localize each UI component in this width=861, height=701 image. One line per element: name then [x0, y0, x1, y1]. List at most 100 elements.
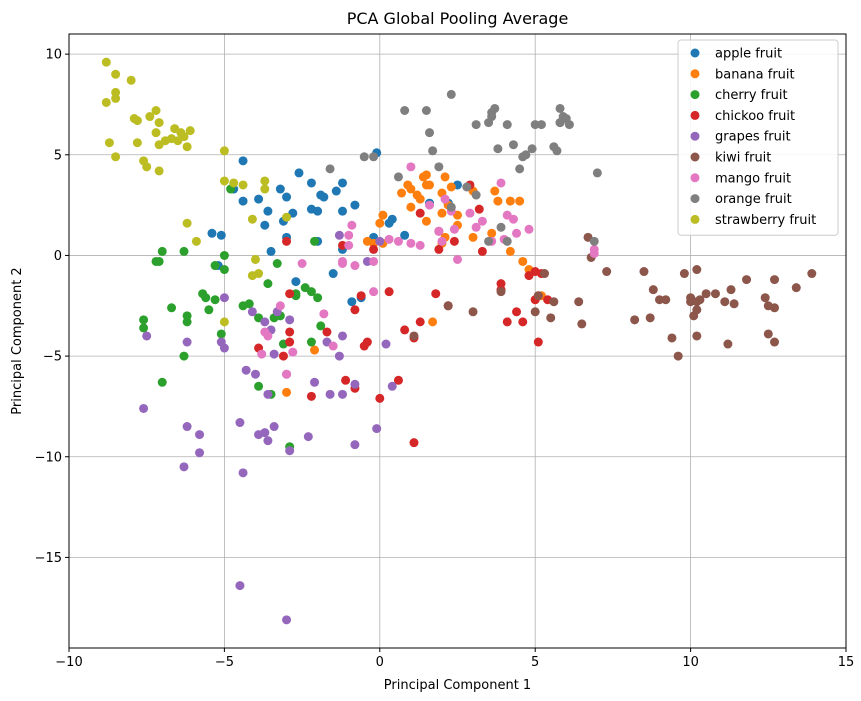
- scatter-point: [437, 208, 447, 218]
- scatter-point: [338, 178, 348, 188]
- legend-marker: [690, 110, 700, 120]
- x-tick-label: −10: [55, 655, 82, 670]
- scatter-point: [338, 206, 348, 216]
- scatter-point: [350, 440, 360, 450]
- scatter-point: [282, 615, 292, 625]
- scatter-point: [179, 132, 189, 142]
- scatter-point: [334, 230, 344, 240]
- scatter-point: [306, 178, 316, 188]
- scatter-point: [692, 265, 702, 275]
- scatter-point: [191, 236, 201, 246]
- scatter-point: [552, 146, 562, 156]
- scatter-point: [742, 275, 752, 285]
- scatter-point: [111, 152, 121, 162]
- scatter-point: [179, 351, 189, 361]
- scatter-point: [695, 295, 705, 305]
- scatter-point: [154, 256, 164, 266]
- scatter-point: [409, 438, 419, 448]
- scatter-point: [182, 317, 192, 327]
- scatter-point: [645, 313, 655, 323]
- scatter-point: [655, 295, 665, 305]
- scatter-point: [325, 389, 335, 399]
- scatter-point: [285, 337, 295, 347]
- scatter-point: [415, 317, 425, 327]
- legend-marker: [690, 90, 700, 100]
- scatter-point: [508, 214, 518, 224]
- scatter-point: [431, 289, 441, 299]
- scatter-point: [235, 418, 245, 428]
- scatter-point: [238, 156, 248, 166]
- scatter-point: [285, 289, 295, 299]
- scatter-point: [512, 228, 522, 238]
- scatter-point: [502, 236, 512, 246]
- x-tick-label: 10: [682, 655, 699, 670]
- scatter-point: [179, 462, 189, 472]
- scatter-point: [415, 240, 425, 250]
- legend-marker: [690, 173, 700, 183]
- scatter-point: [154, 166, 164, 176]
- scatter-point: [496, 178, 506, 188]
- y-tick-label: −5: [43, 350, 62, 365]
- scatter-point: [421, 180, 431, 190]
- scatter-point: [275, 184, 285, 194]
- scatter-point: [770, 275, 780, 285]
- scatter-point: [393, 236, 403, 246]
- scatter-point: [515, 164, 525, 174]
- scatter-point: [260, 327, 270, 337]
- scatter-point: [104, 138, 114, 148]
- scatter-point: [536, 120, 546, 130]
- scatter-point: [229, 178, 239, 188]
- scatter-point: [549, 297, 559, 307]
- scatter-point: [387, 214, 397, 224]
- axis-ticks: −10 −5 0 5 10 15 −15 −10 −5 0 5 10: [35, 48, 855, 670]
- scatter-point: [142, 331, 152, 341]
- scatter-point: [306, 287, 316, 297]
- scatter-point: [372, 424, 382, 434]
- scatter-point: [195, 430, 205, 440]
- scatter-point: [384, 287, 394, 297]
- scatter-point: [369, 244, 379, 254]
- scatter-point: [686, 297, 696, 307]
- scatter-point: [139, 403, 149, 413]
- scatter-point: [375, 236, 385, 246]
- scatter-point: [639, 267, 649, 277]
- scatter-point: [350, 305, 360, 315]
- scatter-point: [393, 375, 403, 385]
- scatter-point: [111, 93, 121, 103]
- scatter-point: [465, 208, 475, 218]
- scatter-point: [493, 196, 503, 206]
- scatter-point: [195, 448, 205, 458]
- scatter-point: [210, 295, 220, 305]
- scatter-point: [350, 200, 360, 210]
- scatter-point: [151, 128, 161, 138]
- chart-title: PCA Global Pooling Average: [347, 9, 569, 28]
- scatter-point: [306, 391, 316, 401]
- y-tick-label: −15: [35, 551, 62, 566]
- x-tick-label: 5: [531, 655, 539, 670]
- scatter-point: [446, 89, 456, 99]
- scatter-point: [527, 144, 537, 154]
- scatter-point: [282, 236, 292, 246]
- scatter-point: [247, 307, 257, 317]
- scatter-point: [275, 301, 285, 311]
- scatter-point: [421, 216, 431, 226]
- scatter-point: [313, 206, 323, 216]
- legend-marker: [690, 69, 700, 79]
- scatter-point: [157, 246, 167, 256]
- scatter-point: [415, 194, 425, 204]
- scatter-point: [564, 120, 574, 130]
- scatter-point: [111, 69, 121, 79]
- scatter-point: [477, 216, 487, 226]
- scatter-point: [446, 202, 456, 212]
- scatter-point: [515, 196, 525, 206]
- scatter-point: [260, 428, 270, 438]
- series-orange-fruit: [325, 89, 602, 246]
- scatter-point: [440, 194, 450, 204]
- scatter-point: [250, 369, 260, 379]
- scatter-point: [328, 269, 338, 279]
- scatter-point: [322, 327, 332, 337]
- scatter-point: [487, 228, 497, 238]
- scatter-point: [179, 246, 189, 256]
- legend-marker: [690, 131, 700, 141]
